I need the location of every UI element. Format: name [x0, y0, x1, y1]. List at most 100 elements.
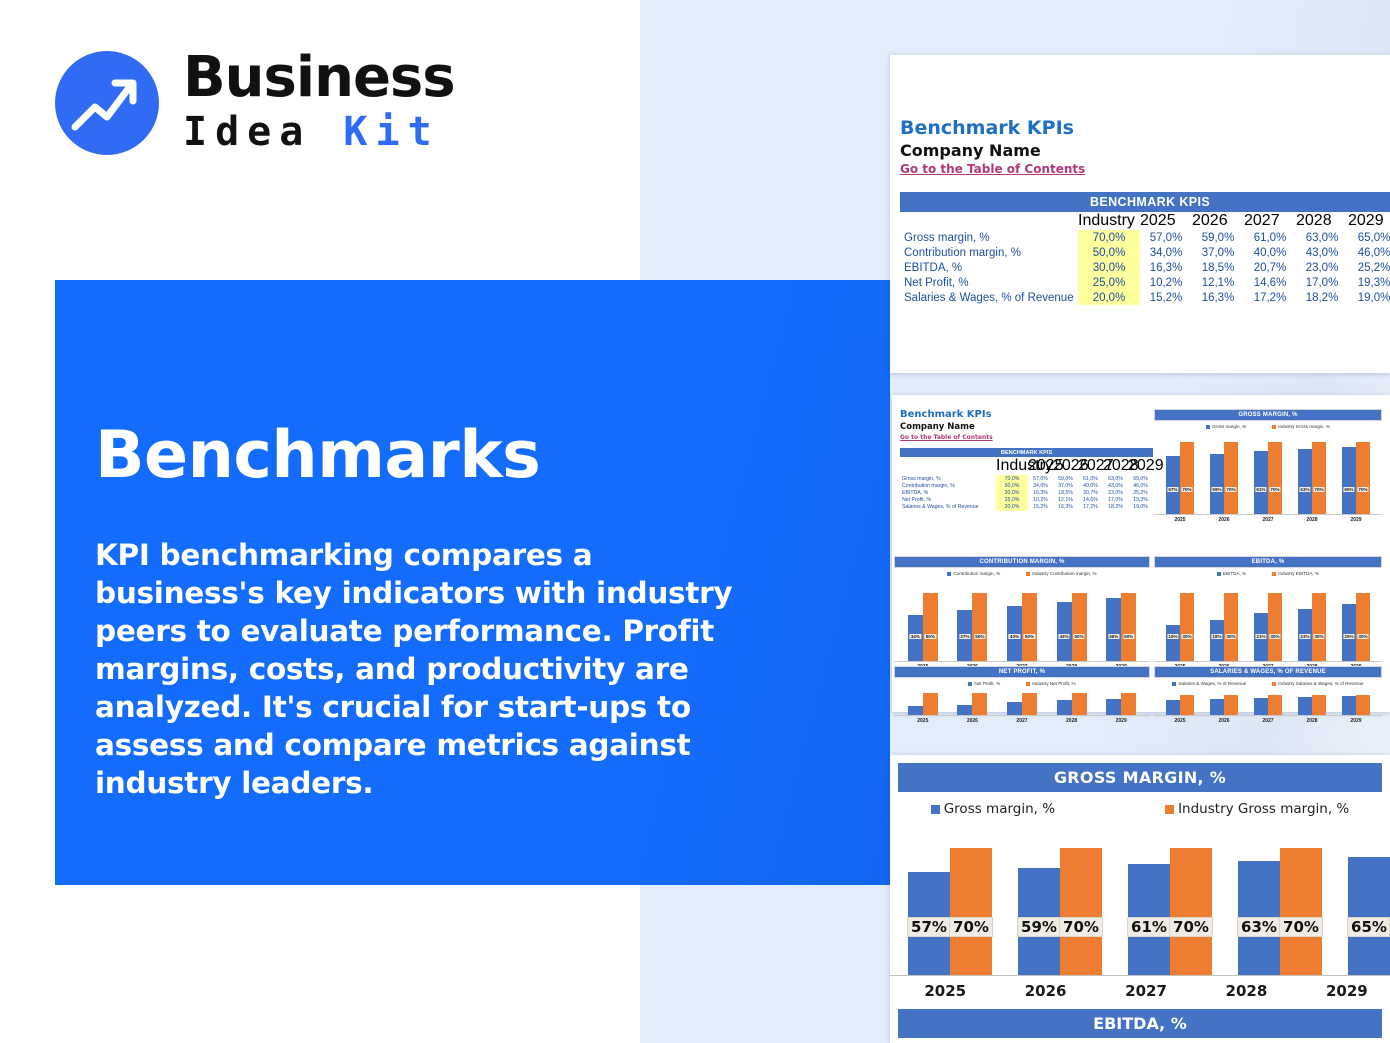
- mini-col-blank: [900, 457, 996, 475]
- table-row: Gross margin, % 70,0% 57,0% 59,0% 61,0% 63,0%…: [900, 230, 1390, 245]
- mini-bar-group: 63% 70%: [1298, 442, 1326, 514]
- mini-bar: 30%: [1312, 592, 1326, 661]
- page-title: Benchmarks: [95, 418, 541, 493]
- cell-year-1: 12,1%: [1058, 497, 1073, 504]
- cell-industry: 20,0%: [996, 503, 1028, 511]
- bar: 65%: [1347, 857, 1390, 975]
- chart-panel-bottom: GROSS MARGIN, % Gross margin, % Industry…: [890, 755, 1390, 1043]
- table-of-contents-link[interactable]: Go to the Table of Contents: [900, 162, 1086, 176]
- mini-chart-title: NET PROFIT, %: [894, 666, 1150, 678]
- spreadsheet-title: Benchmark KPIs: [900, 117, 1074, 139]
- table-row: Net Profit, % 25,0% 10,2% 12,1% 14,6% 17,0% 19…: [900, 275, 1390, 290]
- mini-bar-label: 50%: [1073, 634, 1085, 639]
- mini-bar: [1356, 695, 1370, 715]
- table-header-row: Industry 2025 2026 2027 2028 2029: [900, 212, 1390, 230]
- dashboard-panel-mid: Benchmark KPIs Company Name Go to the Ta…: [892, 395, 1390, 724]
- chart-contribution-margin-mini: CONTRIBUTION MARGIN, % Contribution margi…: [894, 556, 1150, 670]
- cell-year-3: 43,0%: [1108, 482, 1123, 489]
- cell-year-1: 16,3%: [1201, 291, 1235, 304]
- legend-item-company: Gross margin, %: [930, 801, 1056, 817]
- mini-bar: 30%: [1356, 592, 1370, 661]
- row-label: EBITDA, %: [902, 489, 929, 496]
- cell-industry: 25,0%: [1078, 275, 1140, 290]
- mini-bar: 21%: [1254, 613, 1268, 661]
- table-row: EBITDA, % 30,0% 16,3% 18,5% 20,7% 23,0% 25,2%: [900, 489, 1153, 497]
- cell-year-2: 61,0%: [1253, 231, 1287, 244]
- mini-bar-label: 25%: [1343, 634, 1355, 639]
- mini-bar-group: [1254, 695, 1282, 715]
- mini-chart-legend: Net Profit, % Industry Net Profit, %: [894, 678, 1150, 686]
- mini-bar-group: [1056, 693, 1087, 715]
- mini-bar: [1006, 702, 1022, 715]
- mini-bar: [1210, 699, 1224, 715]
- mini-bar: 70%: [1312, 442, 1326, 514]
- mini-legend-swatch: [1026, 571, 1031, 576]
- cell-year-0: 16,3%: [1033, 489, 1048, 496]
- mini-bar: [1166, 700, 1180, 715]
- mini-bar-label: 59%: [1211, 487, 1223, 492]
- mini-bar: [1121, 693, 1137, 715]
- mini-chart-plot: 16% 30% 18% 30% 21% 30% 23% 30% 25% 30%: [1154, 580, 1382, 662]
- mini-bar: 70%: [1356, 442, 1370, 514]
- mini-chart-plot: 57% 70% 59% 70% 61% 70% 63% 70% 65% 70%: [1154, 433, 1382, 515]
- mini-xaxis-label: 2026: [966, 718, 978, 724]
- mini-bar-label: 50%: [974, 634, 986, 639]
- mini-bar: 34%: [907, 614, 923, 661]
- row-label: Salaries & Wages, % of Revenue: [904, 291, 1074, 304]
- mini-bar: [1254, 698, 1268, 715]
- mini-bar: [1268, 695, 1282, 715]
- mini-bar-label: 30%: [1225, 634, 1237, 639]
- cell-year-3: 18,2%: [1305, 291, 1339, 304]
- mini-bar-group: [1006, 693, 1037, 715]
- mini-bar-group: 59% 70%: [1210, 442, 1238, 514]
- cell-year-3: 17,0%: [1305, 276, 1339, 289]
- legend-swatch-company: [930, 804, 940, 814]
- mini-bar-label: 21%: [1255, 634, 1267, 639]
- mini-chart-xaxis: 2025 2026 2027 2028 2029: [894, 716, 1150, 724]
- xaxis-label: 2025: [924, 982, 967, 1000]
- mini-bar-label: 70%: [1225, 487, 1237, 492]
- mini-bar: [1224, 695, 1238, 715]
- cell-year-3: 23,0%: [1305, 261, 1339, 274]
- col-header-2027: 2027: [1244, 212, 1280, 229]
- mini-bar: [1071, 693, 1087, 715]
- cell-year-2: 20,7%: [1253, 261, 1287, 274]
- mini-xaxis-label: 2029: [1350, 517, 1362, 523]
- mini-legend-swatch: [1172, 681, 1177, 686]
- mini-bar-label: 70%: [1181, 487, 1193, 492]
- cell-industry: 50,0%: [996, 482, 1028, 490]
- mini-bar-label: 23%: [1299, 634, 1311, 639]
- cell-industry: 70,0%: [1078, 230, 1140, 245]
- mini-bar: 23%: [1298, 608, 1312, 661]
- bar: 70%: [1279, 848, 1323, 975]
- cell-industry: 30,0%: [1078, 260, 1140, 275]
- mini-chart-title: CONTRIBUTION MARGIN, %: [894, 556, 1150, 568]
- mini-col-2027: 2027: [1078, 457, 1114, 474]
- mini-col-2026: 2026: [1053, 457, 1089, 474]
- cell-year-0: 57,0%: [1033, 475, 1048, 482]
- mini-bar-label: 18%: [1211, 634, 1223, 639]
- mini-col-2028: 2028: [1103, 457, 1139, 474]
- col-header-2025: 2025: [1140, 212, 1176, 229]
- cell-year-4: 46,0%: [1133, 482, 1148, 489]
- mini-bar: 40%: [1006, 606, 1022, 661]
- hero-panel: Benchmarks KPI benchmarking compares a b…: [55, 280, 890, 885]
- row-label: Contribution margin, %: [904, 246, 1021, 259]
- mini-bar: [1180, 695, 1194, 715]
- mini-bar: 16%: [1166, 624, 1180, 661]
- mini-toc-link[interactable]: Go to the Table of Contents: [900, 434, 993, 441]
- mini-bar-label: 50%: [1123, 634, 1135, 639]
- bar: 63%: [1237, 860, 1281, 975]
- mini-chart-plot: [894, 690, 1150, 716]
- bar-value-label: 70%: [949, 917, 993, 937]
- row-label: Gross margin, %: [904, 231, 990, 244]
- mini-bar-group: 25% 30%: [1342, 592, 1370, 661]
- mini-xaxis-label: 2028: [1306, 718, 1318, 724]
- bar-group: 63% 70%: [1237, 848, 1323, 975]
- mini-legend-item: EBITDA, %: [1216, 571, 1246, 576]
- mini-bar: 57%: [1166, 455, 1180, 514]
- legend-label-company: Gross margin, %: [943, 801, 1056, 817]
- col-header-2026: 2026: [1192, 212, 1228, 229]
- cell-industry: 30,0%: [996, 489, 1028, 497]
- mini-bar-label: 70%: [1357, 487, 1369, 492]
